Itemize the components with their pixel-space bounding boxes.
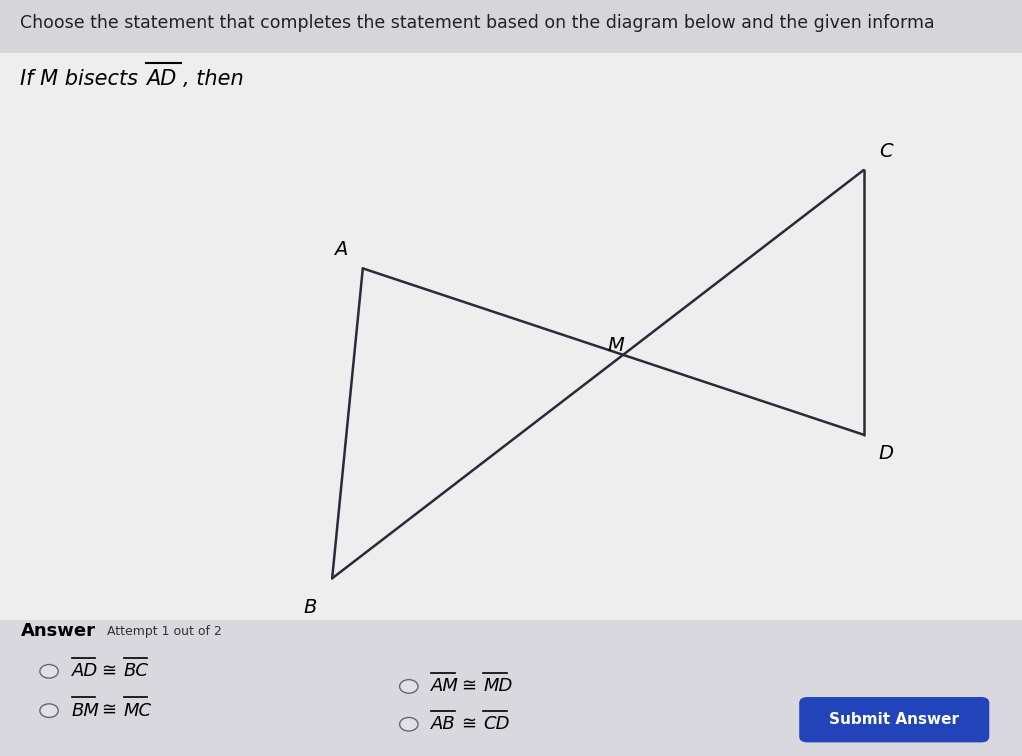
Text: Attempt 1 out of 2: Attempt 1 out of 2 [107,624,222,638]
FancyBboxPatch shape [0,53,1022,620]
Text: AM: AM [431,677,459,696]
Text: M: M [607,336,624,355]
Text: BM: BM [72,702,99,720]
Text: , then: , then [183,70,243,89]
Text: C: C [879,141,892,161]
Text: BC: BC [124,662,148,680]
Text: ≅: ≅ [461,715,476,733]
Text: Choose the statement that completes the statement based on the diagram below and: Choose the statement that completes the … [20,14,935,32]
FancyBboxPatch shape [0,0,1022,53]
Text: D: D [879,444,894,463]
Circle shape [400,680,418,693]
FancyBboxPatch shape [0,620,1022,756]
Text: ≅: ≅ [101,662,117,680]
Text: MD: MD [483,677,513,696]
Text: If M bisects: If M bisects [20,70,145,89]
Text: ≅: ≅ [101,702,117,720]
Circle shape [40,704,58,717]
FancyBboxPatch shape [799,697,989,742]
Text: B: B [304,597,317,617]
Text: ≅: ≅ [461,677,476,696]
Text: CD: CD [483,715,510,733]
Circle shape [400,717,418,731]
Text: Submit Answer: Submit Answer [829,712,960,727]
FancyBboxPatch shape [0,0,1022,696]
Text: AD: AD [72,662,98,680]
Text: AD: AD [146,70,177,89]
Text: AB: AB [431,715,456,733]
Text: Answer: Answer [20,622,95,640]
Circle shape [40,665,58,678]
Text: A: A [334,240,347,259]
Text: MC: MC [124,702,152,720]
